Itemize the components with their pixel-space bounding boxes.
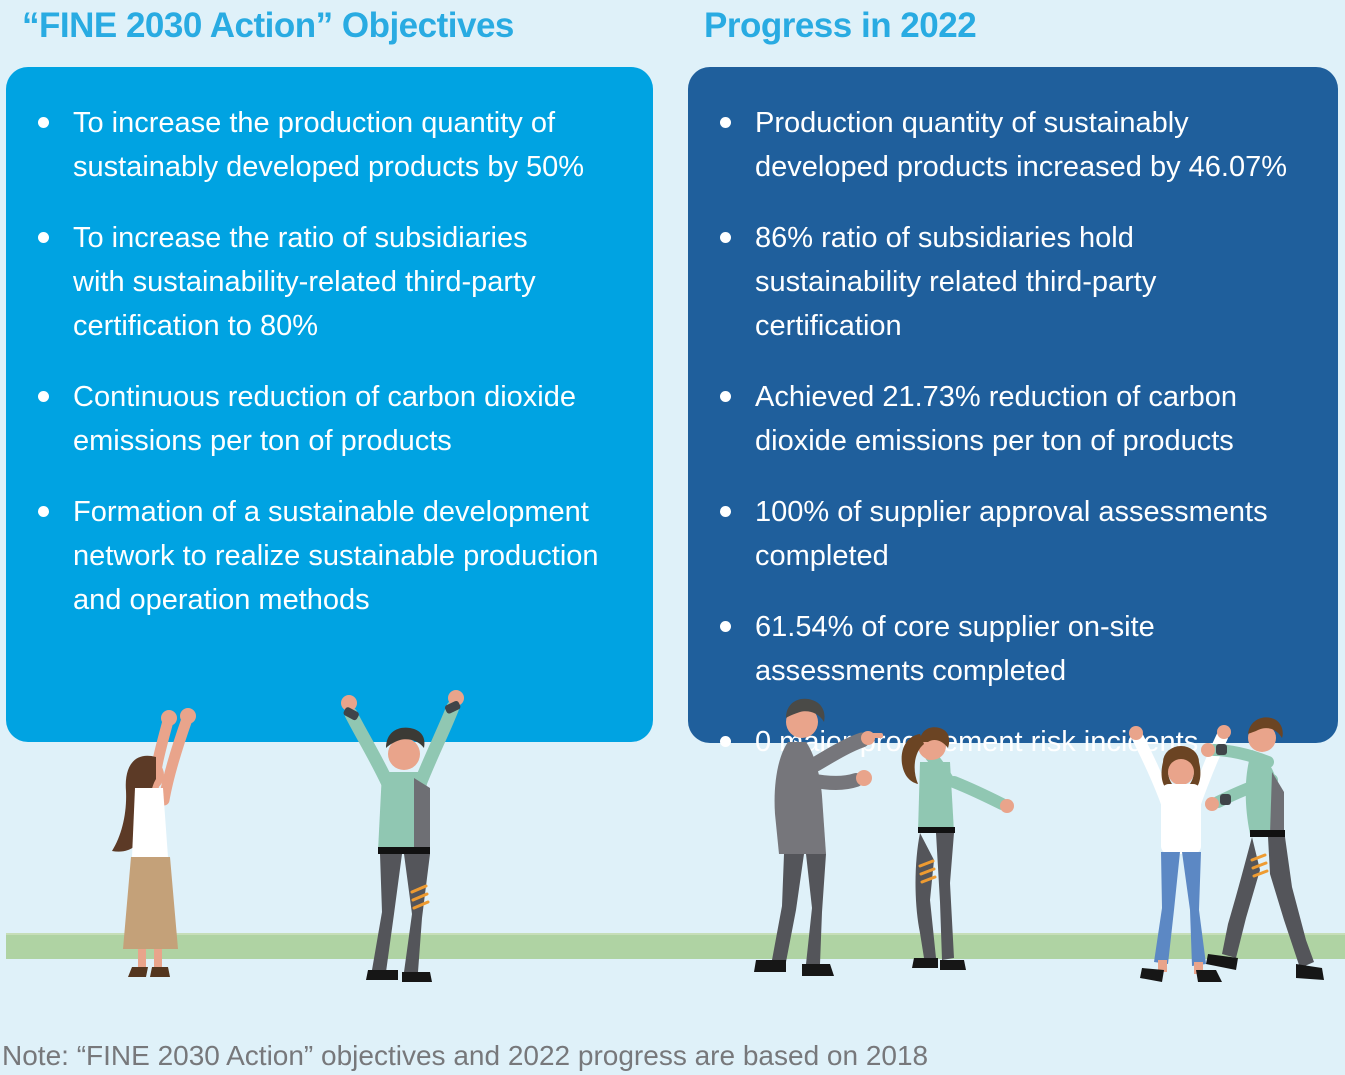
- bullet-dot-icon: [720, 117, 731, 128]
- bullet-text: To increase the production quantity of s…: [73, 107, 585, 183]
- bullet-dot-icon: [720, 506, 731, 517]
- footnote: Note: “FINE 2030 Action” objectives and …: [2, 1040, 929, 1071]
- bullet-dot-icon: [38, 506, 49, 517]
- bullet-dot-icon: [720, 391, 731, 402]
- bullet-dot-icon: [38, 232, 49, 243]
- progress-title: Progress in 2022: [704, 6, 977, 45]
- objectives-bullet-4: Formation of a sustainable development n…: [38, 490, 631, 622]
- bullet-text: Continuous reduction of carbon dioxide e…: [73, 381, 576, 457]
- woman-ponytail-icon: [901, 727, 1014, 970]
- objectives-panel: To increase the production quantity of s…: [6, 67, 653, 742]
- bullet-text: Achieved 21.73% reduction of carbon diox…: [755, 381, 1238, 457]
- bullet-dot-icon: [38, 117, 49, 128]
- objectives-bullet-list: To increase the production quantity of s…: [6, 67, 653, 622]
- bullet-text: Formation of a sustainable development n…: [73, 496, 599, 616]
- bullet-text: 86% ratio of subsidiaries hold sustainab…: [755, 222, 1157, 342]
- progress-bullet-4: 100% of supplier approval assessments co…: [720, 490, 1316, 578]
- bullet-text: 100% of supplier approval assessments co…: [755, 496, 1268, 572]
- progress-bullet-list: Production quantity of sustainably devel…: [688, 67, 1338, 764]
- bullet-text: To increase the ratio of subsidiaries wi…: [73, 222, 536, 342]
- progress-bullet-5: 61.54% of core supplier on-site assessme…: [720, 605, 1316, 693]
- progress-bullet-2: 86% ratio of subsidiaries hold sustainab…: [720, 216, 1316, 348]
- woman-celebrating-icon: [1129, 725, 1231, 982]
- man-reaching-icon: [1201, 717, 1324, 980]
- woman-raising-arms-icon: [112, 708, 196, 977]
- objectives-bullet-2: To increase the ratio of subsidiaries wi…: [38, 216, 631, 348]
- bullet-dot-icon: [720, 232, 731, 243]
- man-cheering-icon: [341, 690, 464, 982]
- objectives-bullet-3: Continuous reduction of carbon dioxide e…: [38, 375, 631, 463]
- progress-panel: Production quantity of sustainably devel…: [688, 67, 1338, 758]
- bullet-text: 61.54% of core supplier on-site assessme…: [755, 611, 1155, 687]
- objectives-title: “FINE 2030 Action” Objectives: [22, 6, 514, 45]
- bullet-dot-icon: [720, 736, 731, 747]
- objectives-bullet-1: To increase the production quantity of s…: [38, 101, 631, 189]
- ground-strip: [6, 933, 1345, 959]
- bullet-dot-icon: [720, 621, 731, 632]
- progress-bullet-3: Achieved 21.73% reduction of carbon diox…: [720, 375, 1316, 463]
- bullet-dot-icon: [38, 391, 49, 402]
- man-in-suit-icon: [754, 698, 883, 976]
- progress-bullet-1: Production quantity of sustainably devel…: [720, 101, 1316, 189]
- bullet-text: Production quantity of sustainably devel…: [755, 107, 1288, 183]
